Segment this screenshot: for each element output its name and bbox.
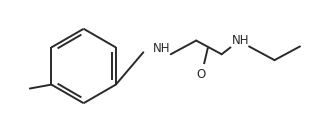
Text: NH: NH: [232, 34, 249, 47]
Text: NH: NH: [153, 42, 171, 55]
Text: O: O: [197, 68, 206, 81]
